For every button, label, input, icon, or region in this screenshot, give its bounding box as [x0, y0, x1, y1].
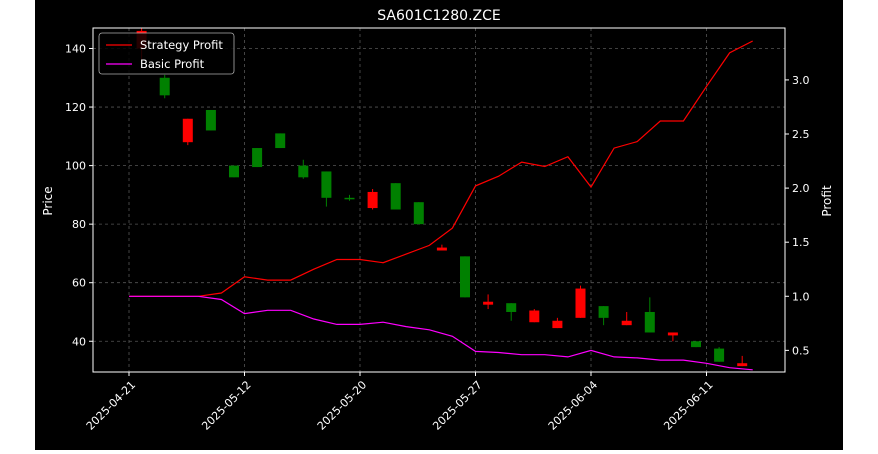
y-right-tick-label: 2.5 [792, 128, 810, 141]
candle-body [205, 109, 216, 131]
candle [159, 74, 170, 99]
candle-body [298, 165, 309, 178]
strategy-profit-line [129, 40, 753, 297]
candlesticks [136, 28, 748, 367]
candle-body [575, 288, 586, 318]
candle-body [344, 197, 355, 200]
candle-body [644, 311, 655, 333]
chart-title: SA601C1280.ZCE [377, 8, 501, 24]
candle-body [460, 256, 470, 298]
y-left-tick-label: 100 [65, 160, 86, 173]
candle-body [229, 165, 239, 178]
candle-body [737, 363, 748, 367]
chart-figure: 2025-04-21 2025-05-12 2025-05-20 2025-05-27… [35, 0, 843, 450]
y-right-tick-label: 2.0 [792, 182, 810, 195]
candle [737, 355, 748, 367]
candle [275, 133, 286, 149]
candle [667, 332, 678, 342]
y-left-tick-label: 140 [65, 42, 86, 55]
candle-body [252, 148, 263, 168]
candle [205, 109, 216, 131]
y-left-tick-label: 40 [72, 335, 86, 348]
candle [644, 297, 655, 333]
candle [714, 347, 725, 362]
candle [229, 165, 239, 178]
legend: Strategy Profit Basic Profit [98, 32, 235, 75]
candle [413, 202, 424, 225]
candle-body [367, 191, 378, 209]
candle-body [436, 247, 447, 251]
legend-box [98, 32, 235, 75]
candle-body [667, 332, 678, 336]
candle [298, 159, 309, 179]
candle [182, 118, 193, 146]
candle [344, 194, 355, 201]
x-tick-label: 2025-04-21 [84, 378, 138, 432]
grid [93, 28, 785, 372]
candle-body [691, 341, 701, 348]
candle [483, 294, 494, 310]
legend-label: Basic Profit [140, 57, 205, 71]
candle-body [483, 301, 494, 305]
candle-body [413, 202, 424, 225]
chart-svg: 2025-04-21 2025-05-12 2025-05-20 2025-05-27… [41, 8, 834, 433]
y-left-tick-label: 120 [65, 101, 86, 114]
plot-frame [92, 27, 786, 373]
candle [390, 183, 401, 210]
y-left-tick-label: 60 [72, 277, 86, 290]
candle-body [552, 320, 563, 329]
candle-body [182, 118, 193, 143]
y-right-tick-label: 0.5 [792, 344, 810, 357]
x-tick-label: 2025-06-04 [546, 378, 600, 432]
candle [575, 285, 586, 318]
candle [321, 171, 332, 207]
candle-body [275, 133, 286, 149]
y-axis-label-left: Price [41, 186, 55, 215]
candle [367, 189, 378, 210]
y-right-tick-label: 1.0 [792, 290, 810, 303]
x-tick-label: 2025-05-12 [199, 378, 253, 432]
candle [691, 341, 701, 348]
candle [552, 317, 563, 329]
legend-label: Strategy Profit [140, 38, 223, 52]
y-left-tick-label: 80 [72, 218, 86, 231]
y-right-tick-label: 1.5 [792, 236, 810, 249]
candle [506, 303, 517, 321]
candle-body [598, 306, 609, 318]
y-axis-label-right: Profit [820, 185, 834, 217]
profit-lines [129, 40, 753, 371]
candle-body [159, 77, 170, 96]
candle [252, 148, 263, 168]
x-tick-label: 2025-05-20 [315, 378, 369, 432]
axis-ticks: 2025-04-21 2025-05-12 2025-05-20 2025-05-27… [65, 42, 810, 432]
candle [460, 256, 470, 298]
candle-body [321, 171, 332, 198]
x-tick-label: 2025-05-27 [430, 378, 484, 432]
candle-body [714, 348, 725, 362]
candle [529, 309, 540, 323]
candle-body [390, 183, 401, 210]
x-tick-label: 2025-06-11 [661, 378, 715, 432]
candle-body [621, 320, 632, 326]
candle [436, 244, 447, 251]
basic-profit-line [129, 295, 753, 371]
candle-body [506, 303, 517, 312]
candle-body [529, 310, 540, 323]
y-right-tick-label: 3.0 [792, 74, 810, 87]
candle [621, 311, 632, 326]
candle [598, 306, 609, 326]
